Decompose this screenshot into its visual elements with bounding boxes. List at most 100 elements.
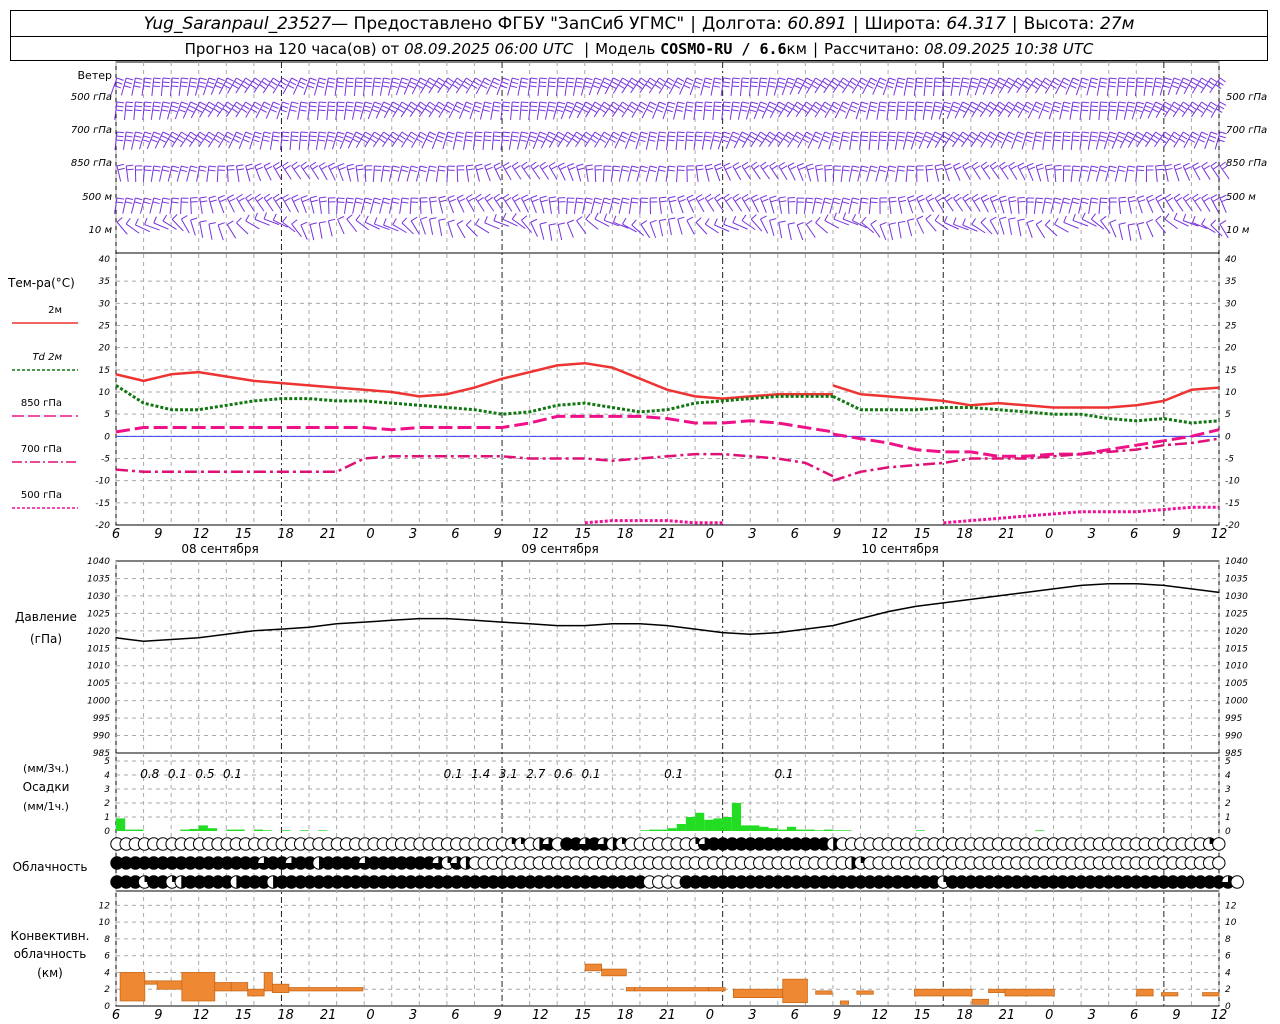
cloud-symbol — [734, 837, 749, 851]
barb-flag — [1127, 223, 1136, 226]
legend-label: 700 гПа — [21, 444, 62, 455]
barb-staff — [845, 101, 853, 119]
barb-staff — [585, 165, 589, 182]
barb-flag — [566, 85, 574, 88]
cloud-symbol — [1230, 875, 1244, 889]
barb-staff — [360, 197, 366, 214]
barb-staff — [1173, 131, 1184, 148]
wind-barb — [465, 194, 475, 213]
cloud-fill — [386, 875, 399, 889]
barb-flag — [126, 168, 134, 171]
barb-flag — [886, 85, 894, 89]
barb-flag — [284, 165, 291, 170]
barb-staff — [833, 218, 850, 226]
barb-flag — [355, 164, 363, 167]
barb-flag — [705, 77, 713, 81]
wind-barb — [721, 101, 731, 120]
barb-flag — [997, 135, 1004, 140]
conv-y-tick-right: 0 — [1225, 1002, 1231, 1012]
wind-barb — [757, 77, 768, 96]
wind-barb — [346, 214, 358, 232]
barb-staff — [676, 165, 679, 182]
barb-flag — [1150, 138, 1158, 143]
wind-barb — [171, 131, 188, 148]
cloud-symbol — [560, 875, 574, 889]
wind-barb — [190, 217, 198, 236]
pres-y-tick: 1020 — [87, 627, 110, 637]
barb-flag — [204, 108, 211, 113]
barb-staff — [133, 101, 136, 120]
wind-barb — [1109, 219, 1117, 238]
barb-staff — [419, 219, 426, 235]
barb-flag — [608, 108, 615, 113]
barb-flag — [833, 131, 841, 135]
barb-flag — [206, 134, 213, 140]
barb-flag — [272, 193, 280, 199]
barb-staff — [1134, 77, 1138, 96]
barb-flag — [989, 161, 997, 167]
barb-flag — [842, 135, 850, 138]
barb-flag — [592, 85, 600, 89]
barb-flag — [445, 105, 453, 110]
barb-staff — [781, 77, 789, 96]
wind-barb — [479, 101, 492, 120]
barb-flag — [380, 108, 387, 113]
barb-flag — [1044, 201, 1052, 204]
barb-flag — [948, 138, 956, 143]
barb-flag — [969, 85, 977, 88]
barb-flag — [612, 201, 620, 205]
wind-level-label-right: 10 м — [1226, 225, 1250, 236]
wind-barb — [196, 165, 207, 182]
barb-staff — [631, 101, 642, 118]
wind-barb — [923, 77, 933, 96]
barb-flag — [905, 85, 913, 88]
barb-flag — [1008, 217, 1016, 220]
wind-barb — [958, 77, 970, 96]
wind-barb — [590, 197, 602, 214]
barb-flag — [723, 217, 727, 225]
barb-flag — [153, 197, 161, 201]
cloud-fill — [514, 875, 528, 889]
precip-bar — [832, 830, 843, 831]
barb-flag — [879, 77, 887, 82]
barb-flag — [734, 197, 742, 202]
pressure-unit: (гПа) — [30, 632, 62, 646]
barb-staff — [1038, 101, 1046, 119]
barb-flag — [1072, 197, 1080, 201]
barb-flag — [646, 108, 654, 113]
barb-flag — [897, 109, 905, 112]
barb-flag — [309, 135, 317, 138]
barb-flag — [714, 163, 722, 167]
precip-bar — [768, 828, 778, 831]
x-tick-label: 6 — [791, 1008, 799, 1023]
barb-staff — [530, 197, 537, 214]
precip-sum-label: 2.7 — [526, 767, 545, 781]
barb-flag — [297, 84, 305, 89]
barb-flag — [1108, 85, 1116, 88]
barb-flag — [153, 81, 161, 84]
barb-staff — [1035, 165, 1042, 182]
barb-flag — [750, 194, 758, 199]
barb-flag — [143, 135, 151, 139]
barb-flag — [586, 168, 594, 171]
prec-y-tick: 5 — [104, 757, 110, 767]
barb-flag — [1108, 169, 1116, 173]
wind-barb — [1008, 161, 1018, 180]
wind-barb — [636, 165, 648, 182]
barb-flag — [408, 134, 416, 140]
barb-flag — [474, 105, 482, 109]
barb-staff — [732, 165, 742, 181]
wind-barb — [1044, 77, 1061, 94]
barb-flag — [1035, 135, 1043, 138]
barb-flag — [696, 168, 704, 171]
conv-bar — [988, 988, 1006, 993]
barb-flag — [925, 85, 933, 88]
barb-flag — [638, 105, 646, 110]
barb-flag — [1063, 135, 1071, 138]
provider-text: — Предоставлено ФГБУ "ЗапСиб УГМС" — [331, 13, 685, 34]
conv-bar — [601, 968, 627, 977]
barb-flag — [300, 135, 308, 138]
barb-staff — [254, 165, 262, 182]
barb-flag — [493, 214, 497, 221]
barb-flag — [820, 108, 827, 113]
